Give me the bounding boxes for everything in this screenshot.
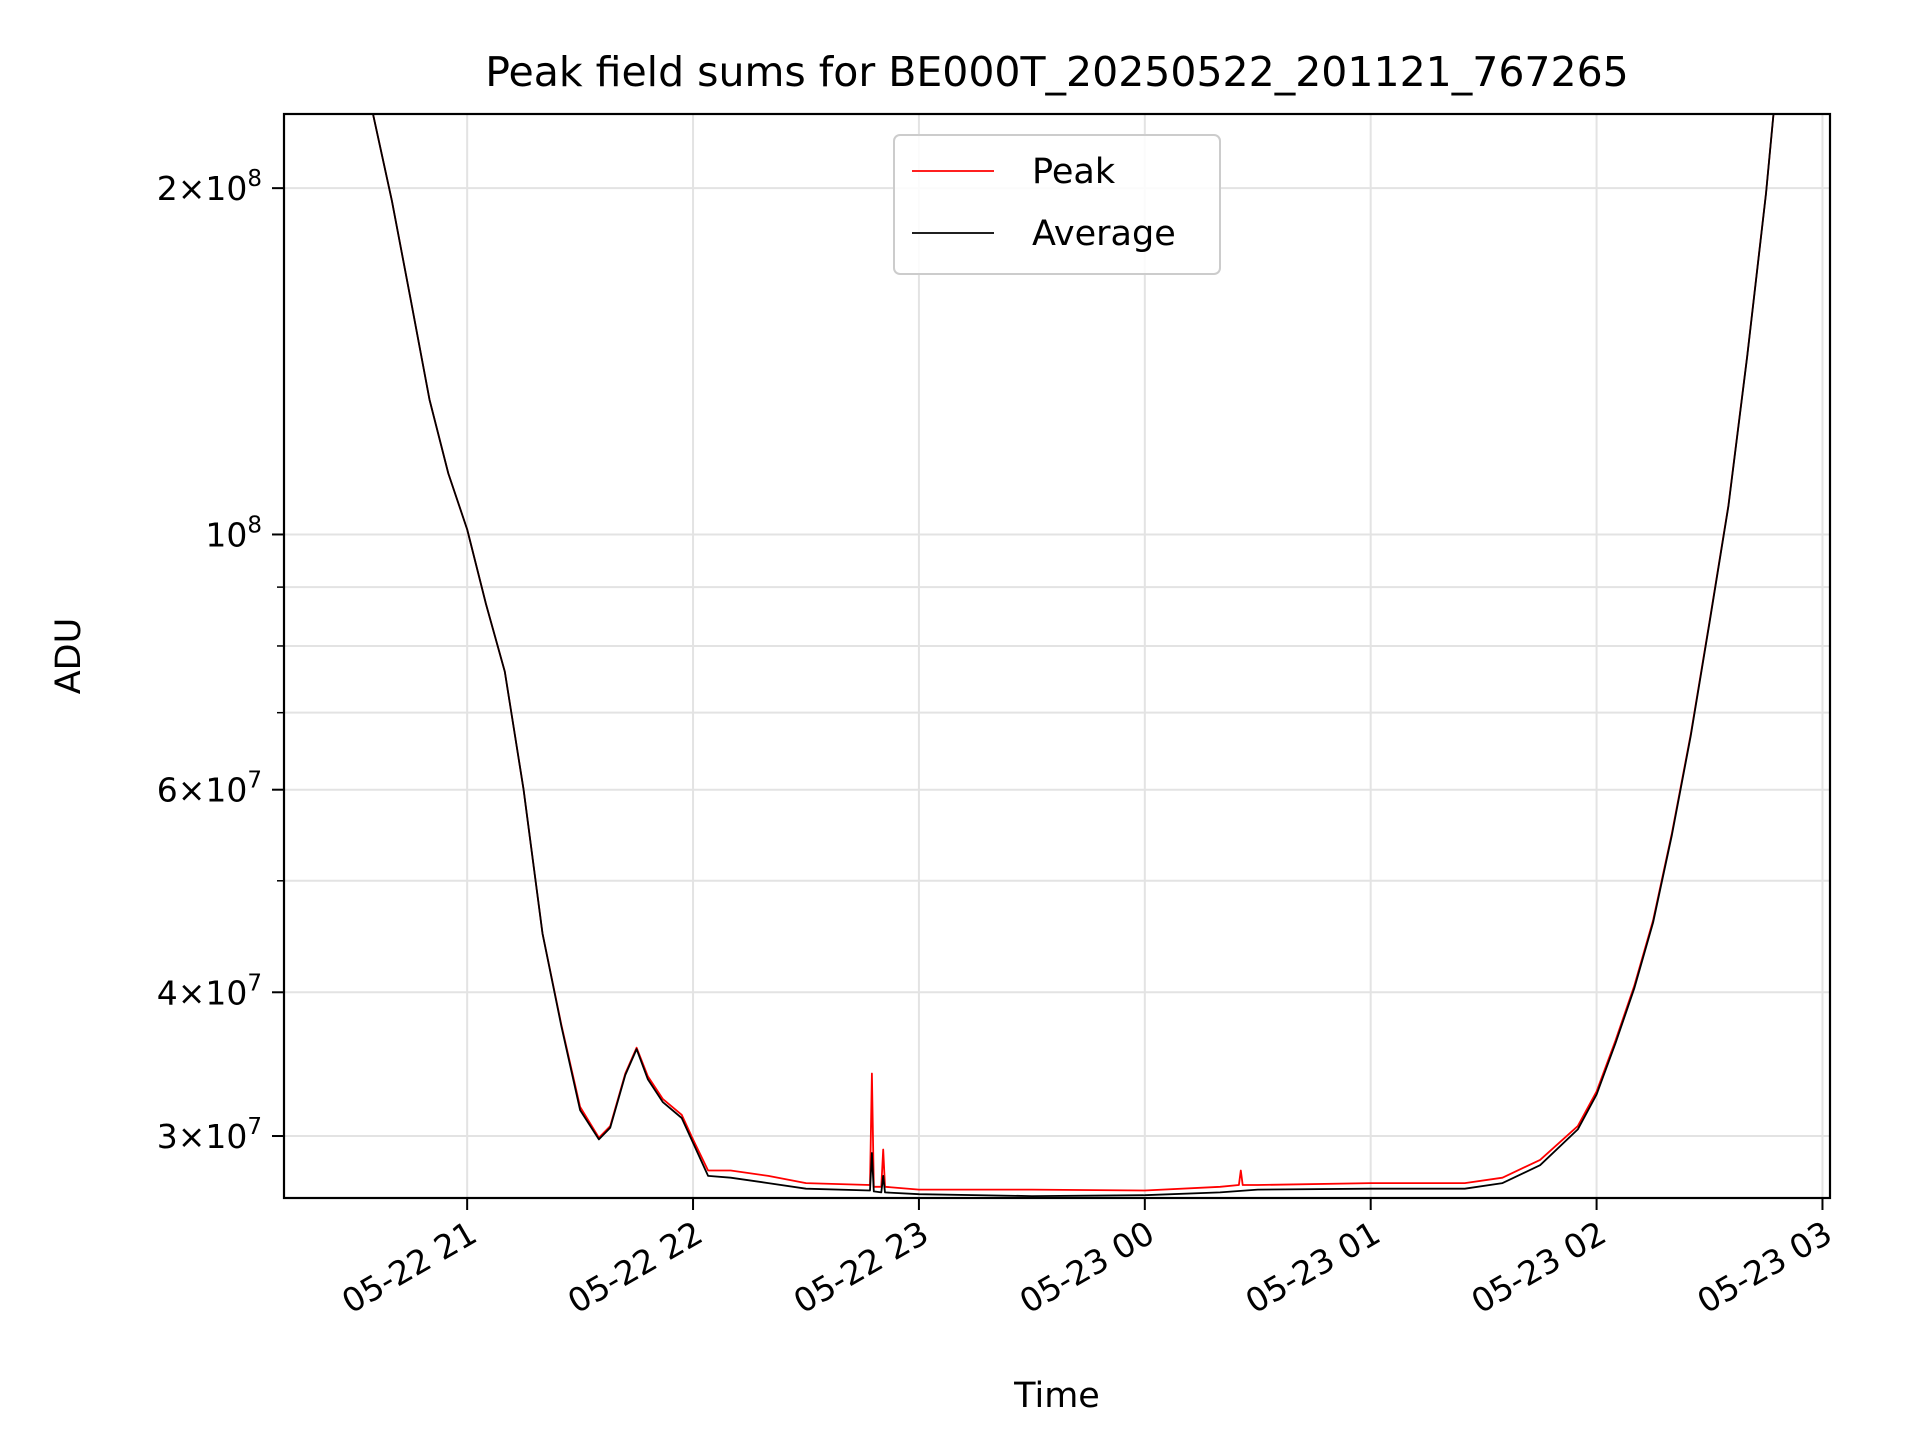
series-layer — [284, 113, 1830, 1197]
y-tick-label: 2×108 — [157, 166, 262, 208]
x-tick-label: 05-22 23 — [787, 1213, 935, 1321]
legend: Peak Average — [893, 134, 1221, 275]
y-tick-label: 3×107 — [157, 1114, 262, 1156]
y-tick-label: 4×107 — [157, 970, 262, 1012]
legend-label-average: Average — [1032, 214, 1176, 254]
x-tick-label: 05-22 22 — [561, 1213, 709, 1321]
grid — [284, 114, 1830, 1198]
y-axis-label: ADU — [49, 618, 89, 695]
x-tick-label: 05-22 21 — [335, 1213, 483, 1321]
x-tick-label: 05-23 03 — [1690, 1213, 1838, 1321]
x-tick-label: 05-23 01 — [1239, 1213, 1387, 1321]
y-tick-label: 6×107 — [157, 768, 262, 810]
legend-box — [893, 134, 1221, 275]
y-axis: 3×107 4×107 6×107 108 2×108 — [157, 166, 284, 1156]
x-tick-label: 05-23 00 — [1013, 1213, 1161, 1321]
plot-frame — [282, 112, 1832, 1200]
x-tick-label: 05-23 02 — [1465, 1213, 1613, 1321]
x-axis-label: Time — [1013, 1376, 1100, 1416]
y-tick-label: 108 — [205, 512, 262, 554]
series-line-average — [284, 113, 1830, 1197]
x-axis: 05-22 21 05-22 22 05-22 23 05-23 00 05-23 01… — [335, 1198, 1838, 1321]
legend-label-peak: Peak — [1032, 152, 1116, 192]
chart-title: Peak field sums for BE000T_20250522_2011… — [485, 48, 1629, 96]
series-line-peak — [284, 113, 1830, 1192]
